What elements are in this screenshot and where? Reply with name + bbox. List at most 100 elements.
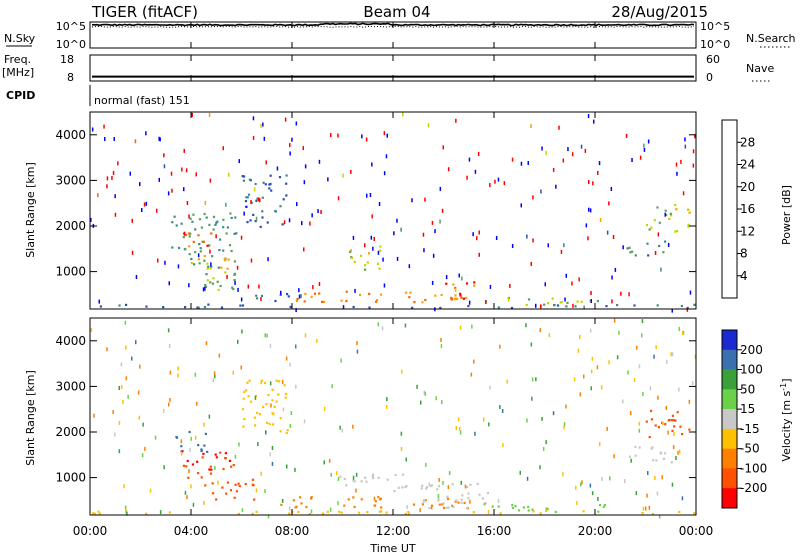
heatmap-cell [405, 485, 408, 488]
heatmap-cell [364, 268, 367, 271]
heatmap-cell [345, 290, 348, 293]
heatmap-cell [252, 135, 255, 140]
heatmap-cell [206, 262, 209, 265]
heatmap-cell [271, 446, 274, 450]
heatmap-cell [188, 214, 190, 219]
heatmap-cell [243, 211, 245, 216]
heatmap-cell [526, 476, 529, 481]
heatmap-cell [598, 161, 601, 166]
heatmap-cell [659, 451, 662, 454]
heatmap-cell [467, 304, 470, 308]
heatmap-cell [440, 338, 442, 342]
heatmap-cell [397, 486, 400, 489]
heatmap-cell [682, 330, 684, 335]
heatmap-cell [693, 512, 696, 515]
heatmap-cell [662, 421, 664, 426]
heatmap-cell [591, 491, 594, 496]
heatmap-cell [469, 483, 472, 486]
heatmap-cell [189, 447, 191, 452]
heatmap-cell [483, 503, 486, 506]
heatmap-cell [256, 411, 259, 415]
heatmap-cell [651, 446, 654, 449]
heatmap-cell [563, 425, 565, 430]
colorbar-swatch [722, 330, 737, 351]
heatmap-cell [171, 188, 173, 193]
heatmap-cell [205, 341, 208, 346]
heatmap-cell [197, 253, 200, 258]
heatmap-cell [264, 333, 266, 338]
heatmap-cell [235, 232, 238, 235]
heatmap-cell [243, 418, 246, 421]
heatmap-cell [194, 251, 197, 254]
heatmap-cell [117, 161, 119, 166]
nsearch-label: N.Search [746, 32, 796, 45]
heatmap-cell [648, 228, 651, 231]
heatmap-cell [202, 287, 205, 292]
heatmap-cell [350, 169, 352, 174]
heatmap-cell [180, 439, 183, 444]
heatmap-cell [580, 144, 583, 149]
heatmap-cell [295, 344, 297, 349]
heatmap-cell [180, 445, 183, 448]
heatmap-cell [203, 259, 206, 262]
heatmap-cell [489, 183, 491, 188]
heatmap-cell [284, 396, 287, 399]
cpid-text: normal (fast) 151 [94, 94, 190, 107]
heatmap-cell [647, 139, 650, 144]
heatmap-cell [203, 254, 206, 258]
heatmap-cell [352, 496, 355, 499]
heatmap-cell [234, 216, 237, 219]
heatmap-cell [674, 230, 677, 233]
heatmap-cell [454, 294, 457, 297]
heatmap-cell [227, 258, 230, 261]
heatmap-cell [210, 262, 212, 267]
heatmap-cell [455, 118, 457, 123]
heatmap-cell [214, 374, 216, 379]
heatmap-cell [144, 446, 146, 451]
heatmap-cell [289, 305, 292, 308]
heatmap-cell [112, 170, 115, 175]
heatmap-cell [131, 356, 133, 361]
heatmap-cell [422, 500, 425, 503]
heatmap-cell [278, 380, 281, 383]
heatmap-cell [616, 304, 619, 307]
heatmap-cell [628, 455, 632, 458]
heatmap-cell [254, 220, 257, 223]
heatmap-cell [289, 423, 292, 428]
heatmap-cell [545, 150, 547, 155]
heatmap-cell [423, 390, 426, 395]
heatmap-cell [634, 445, 637, 449]
heatmap-cell [255, 488, 258, 493]
heatmap-cell [489, 284, 492, 289]
heatmap-cell [544, 282, 546, 287]
heatmap-cell [182, 236, 185, 239]
heatmap-cell [163, 153, 165, 158]
heatmap-cell [207, 265, 210, 268]
heatmap-cell [676, 411, 679, 414]
heatmap-cell [511, 503, 514, 507]
heatmap-cell [636, 345, 638, 350]
heatmap-cell [377, 250, 380, 255]
heatmap-cell [125, 303, 128, 306]
heatmap-cell [589, 328, 592, 333]
heatmap-cell [473, 281, 476, 284]
time-tick-label: 16:00 [477, 524, 512, 538]
heatmap-cell [376, 262, 380, 265]
heatmap-cell [686, 307, 689, 312]
heatmap-cell [296, 297, 299, 301]
heatmap-cell [304, 292, 307, 296]
heatmap-cell [589, 483, 592, 488]
heatmap-cell [634, 454, 637, 457]
heatmap-cell [465, 507, 469, 510]
heatmap-cell [589, 208, 592, 213]
heatmap-cell [411, 306, 414, 309]
heatmap-cell [118, 386, 120, 390]
heatmap-cell [527, 161, 529, 165]
heatmap-cell [255, 216, 258, 221]
heatmap-cell [269, 343, 272, 348]
heatmap-cell [341, 428, 344, 433]
heatmap-cell [123, 484, 125, 489]
heatmap-cell [460, 296, 463, 299]
heatmap-cell [520, 161, 523, 166]
heatmap-cell [681, 496, 684, 501]
